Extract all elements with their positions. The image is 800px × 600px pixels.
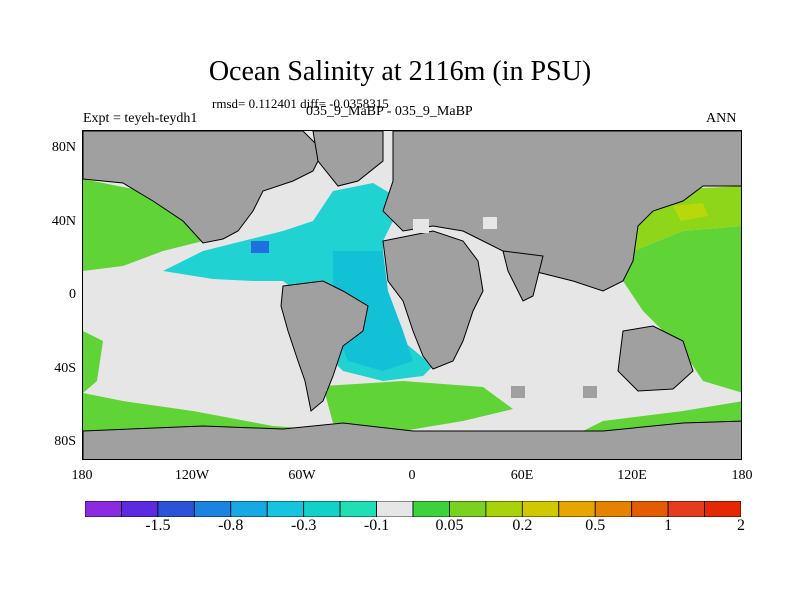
land-island-3 (313, 377, 327, 391)
colorbar-box (303, 501, 341, 517)
lon-label-60e: 60E (510, 468, 534, 483)
lat-label-40s: 40S (54, 361, 76, 376)
experiment-label: Expt = teyeh-teydh1 (83, 111, 198, 126)
colorbar-label: -0.8 (218, 517, 244, 534)
land-island-1 (583, 386, 597, 398)
colorbar-label: -0.1 (363, 517, 390, 534)
colorbar-box (412, 501, 450, 517)
colorbar-box (521, 501, 560, 517)
ocean-field-gulf-blue (251, 241, 269, 253)
ocean-field-south-atlantic-band (323, 381, 513, 431)
lon-label-180e: 180 (731, 468, 753, 483)
colorbar-box (594, 501, 633, 517)
colorbar-box (266, 501, 305, 517)
colorbar-label: 0.5 (585, 517, 606, 534)
colorbar-box (121, 501, 159, 517)
colorbar-box (667, 501, 705, 517)
land-greenland (312, 131, 384, 187)
land-africa (382, 230, 484, 370)
colorbar-box (230, 501, 268, 517)
lat-label-40n: 40N (51, 214, 76, 229)
land-antarctica (83, 420, 741, 459)
colorbar-box (485, 501, 523, 517)
land-island-2 (511, 386, 525, 398)
colorbar-label: -0.3 (290, 517, 317, 534)
colorbar-box (449, 501, 487, 517)
land-india (502, 250, 544, 302)
lat-label-80n: 80N (51, 140, 76, 155)
colorbar-label: 0.2 (512, 517, 533, 534)
ocean-field-pacific-south-west (83, 331, 103, 393)
colorbar-box (558, 501, 596, 517)
lat-label-80s: 80S (54, 434, 76, 449)
land-australia (617, 325, 694, 392)
colorbar-label: 1 (664, 517, 673, 534)
lat-label-0: 0 (69, 287, 76, 302)
inland-sea-caspian (413, 219, 429, 233)
land-south-america (280, 280, 369, 412)
colorbar-box (376, 501, 414, 517)
colorbar-label: 0.05 (435, 517, 464, 534)
lon-label-120e: 120E (617, 468, 647, 483)
colorbar-label: -1.5 (145, 517, 171, 534)
map-title: Ocean Salinity at 2116m (in PSU) (208, 56, 592, 87)
colorbar-box (157, 501, 195, 517)
season-label: ANN (706, 111, 737, 126)
map-svg (83, 131, 741, 459)
colorbar-box (631, 501, 669, 517)
ocean-field-west-pacific (623, 226, 741, 393)
ocean-field-atlantic-deep (333, 251, 413, 371)
colorbar (85, 501, 741, 517)
lon-label-0: 0 (408, 468, 416, 483)
stats-line: rmsd= 0.112401 diff= -0.0358315 (212, 96, 389, 111)
map-panel (82, 130, 742, 460)
colorbar-box (339, 501, 377, 517)
colorbar-box (85, 501, 122, 517)
subtitle: 035_9_MaBP - 035_9_MaBP (306, 104, 473, 119)
land-eurasia (382, 131, 741, 292)
lon-label-120w: 120W (174, 468, 210, 483)
colorbar-box (193, 501, 232, 517)
lon-label-60w: 60W (288, 468, 316, 483)
lon-label-180w: 180 (71, 468, 93, 483)
colorbar-box (704, 501, 741, 517)
ocean-field-north-pacific-west (83, 179, 218, 271)
colorbar-label: 2 (737, 517, 745, 534)
inland-sea-white (483, 217, 497, 229)
ocean-field-east-pacific-yellow (673, 203, 708, 221)
